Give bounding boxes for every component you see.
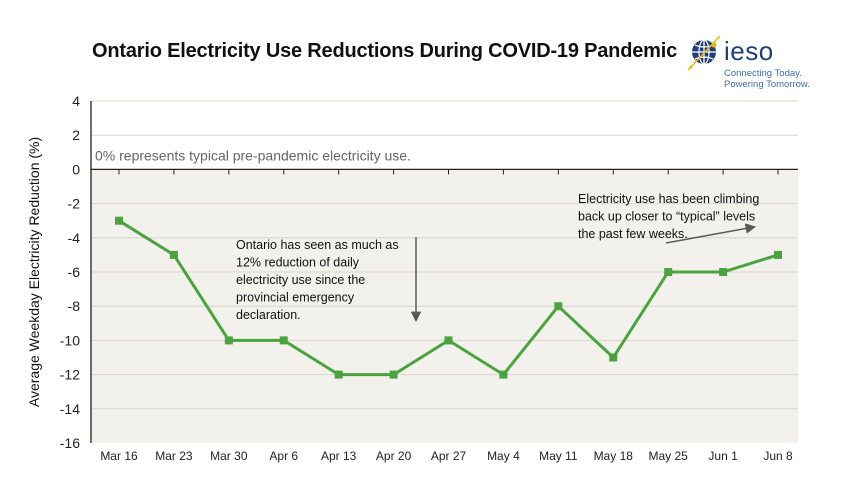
y-tick-label: -12 bbox=[60, 367, 80, 383]
data-point bbox=[224, 336, 233, 345]
data-point bbox=[279, 336, 288, 345]
annotation-line: provincial emergency bbox=[236, 291, 355, 305]
x-tick-label: May 18 bbox=[594, 449, 634, 463]
x-tick-label: Apr 6 bbox=[269, 449, 298, 463]
x-tick-label: Jun 1 bbox=[708, 449, 738, 463]
y-tick-label: -14 bbox=[60, 401, 80, 417]
globe-icon bbox=[687, 36, 721, 71]
x-tick-label: May 4 bbox=[487, 449, 520, 463]
y-tick-labels: 4 2 0 -2 -4 -6 -8 -10 -12 -14 -16 bbox=[60, 93, 80, 451]
data-point bbox=[774, 250, 782, 259]
y-tick-label: -6 bbox=[68, 264, 81, 280]
annotation-line: Ontario has seen as much as bbox=[236, 238, 399, 252]
x-tick-label: May 25 bbox=[648, 449, 688, 463]
y-axis-label: Average Weekday Electricity Reduction (%… bbox=[26, 137, 42, 407]
annotation-line: electricity use since the bbox=[236, 273, 365, 287]
x-tick-label: Mar 30 bbox=[210, 449, 248, 463]
data-point bbox=[115, 216, 123, 225]
annotation-line: Electricity use has been climbing bbox=[578, 192, 759, 206]
annotation-text-1: Ontario has seen as much as 12% reduction… bbox=[236, 238, 399, 322]
y-tick-label: 2 bbox=[72, 127, 80, 143]
data-point bbox=[609, 353, 618, 362]
x-tick-label: Apr 20 bbox=[376, 449, 412, 463]
y-tick-label: -2 bbox=[68, 196, 81, 212]
ieso-logo: ieso Connecting Today. Powering Tomorrow… bbox=[684, 36, 814, 92]
annotation-line: the past few weeks. bbox=[578, 227, 688, 241]
data-point bbox=[499, 370, 508, 379]
y-tick-label: -8 bbox=[68, 298, 81, 314]
y-tick-label: -16 bbox=[60, 435, 80, 451]
y-tick-label: 4 bbox=[72, 93, 80, 109]
data-point bbox=[444, 336, 453, 345]
x-tick-label: Mar 23 bbox=[155, 449, 193, 463]
annotation-text-2: Electricity use has been climbing back up… bbox=[578, 192, 759, 241]
y-tick-label: -4 bbox=[68, 230, 81, 246]
x-tick-label: Apr 27 bbox=[431, 449, 467, 463]
baseline-note: 0% represents typical pre-pandemic elect… bbox=[95, 147, 411, 163]
data-point bbox=[664, 268, 673, 276]
x-tick-labels: Mar 16 Mar 23 Mar 30 Apr 6 Apr 13 Apr 20 Apr 2… bbox=[100, 169, 793, 463]
data-point bbox=[554, 302, 563, 311]
annotation-line: 12% reduction of daily bbox=[236, 256, 360, 270]
annotations: Ontario has seen as much as 12% reduction… bbox=[236, 192, 759, 323]
logo-tagline-line-1: Connecting Today. bbox=[724, 68, 802, 79]
logo-wordmark: ieso bbox=[724, 36, 774, 66]
x-tick-label: Jun 8 bbox=[763, 449, 793, 463]
annotation-line: declaration. bbox=[236, 308, 301, 322]
data-point bbox=[169, 250, 178, 259]
y-tick-label: -10 bbox=[60, 332, 80, 348]
y-tick-label: 0 bbox=[72, 161, 80, 177]
logo-tagline-line-2: Powering Tomorrow. bbox=[724, 79, 810, 90]
logo-tagline: Connecting Today. Powering Tomorrow. bbox=[724, 68, 810, 90]
x-tick-label: Mar 16 bbox=[100, 449, 138, 463]
data-point bbox=[389, 370, 398, 379]
data-point bbox=[334, 370, 343, 379]
annotation-line: back up closer to “typical” levels bbox=[578, 210, 755, 224]
annotation-arrow-2 bbox=[665, 223, 757, 244]
chart-title: Ontario Electricity Use Reductions Durin… bbox=[92, 40, 678, 62]
x-tick-label: Apr 13 bbox=[321, 449, 357, 463]
series-group bbox=[115, 216, 782, 379]
data-point bbox=[719, 268, 728, 276]
x-tick-label: May 11 bbox=[539, 449, 578, 463]
